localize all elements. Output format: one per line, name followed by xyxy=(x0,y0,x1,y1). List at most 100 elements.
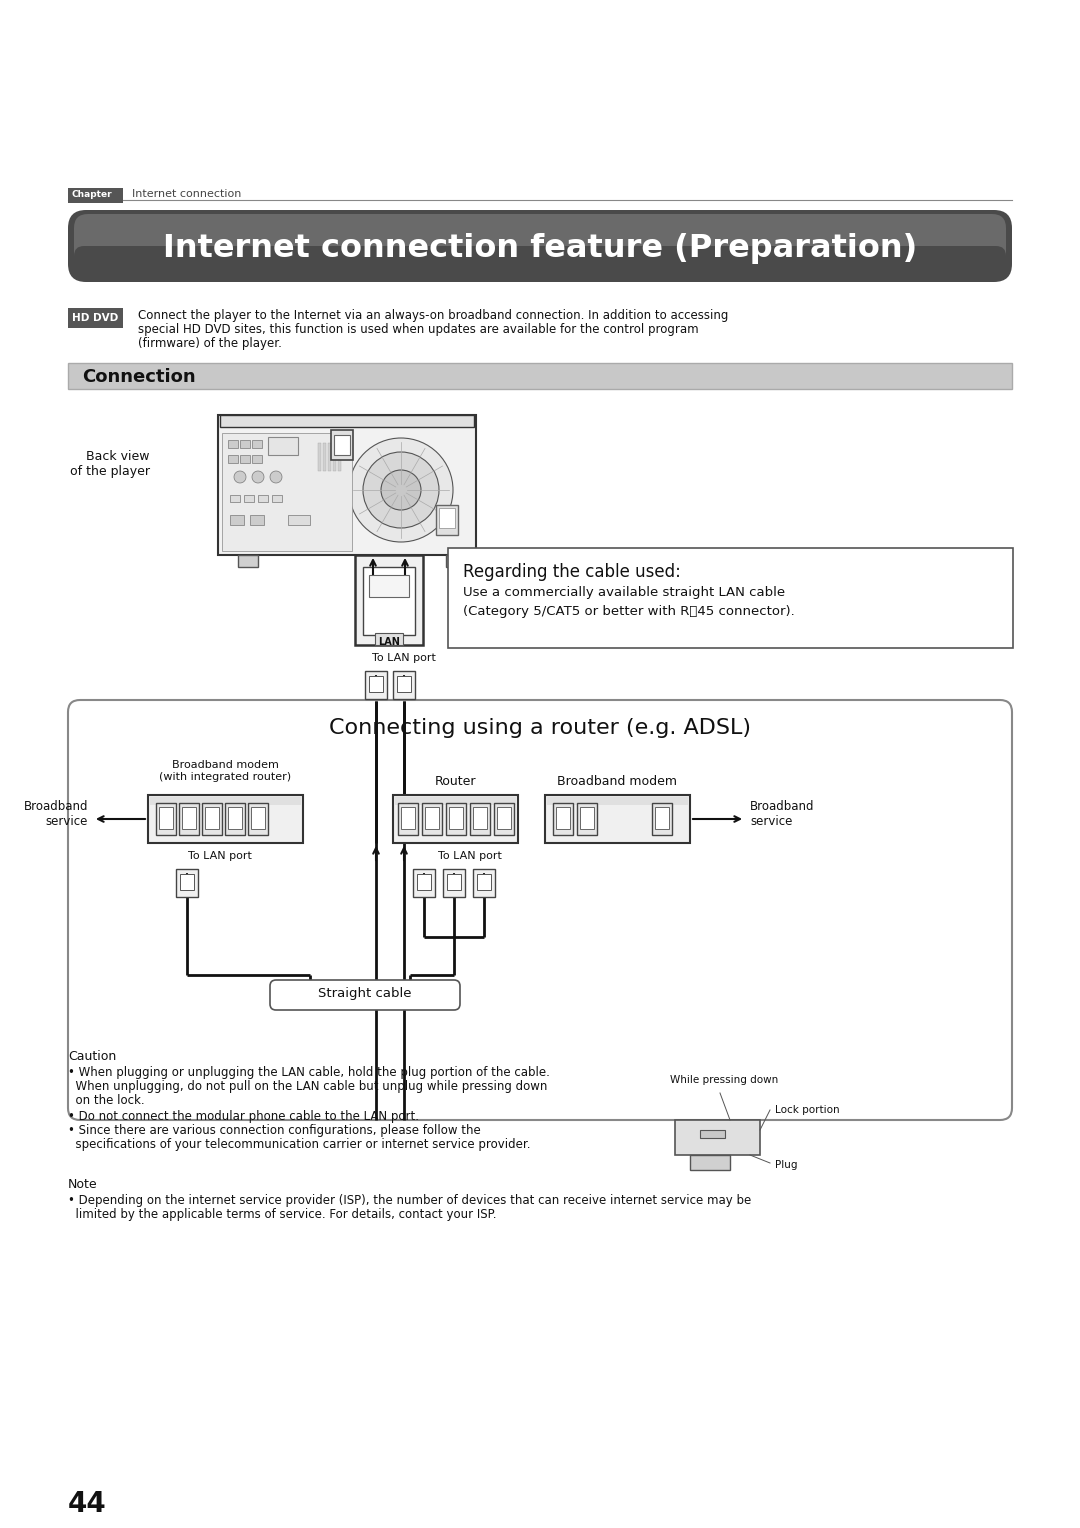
Bar xyxy=(205,807,219,830)
Bar xyxy=(494,804,514,834)
Text: LAN: LAN xyxy=(378,637,400,646)
Text: (firmware) of the player.: (firmware) of the player. xyxy=(138,338,282,350)
Bar xyxy=(228,807,242,830)
Bar xyxy=(328,443,330,471)
Bar xyxy=(470,804,490,834)
Text: Internet connection feature (Preparation): Internet connection feature (Preparation… xyxy=(163,232,917,263)
Bar xyxy=(393,671,415,698)
Bar xyxy=(68,364,1012,390)
Bar xyxy=(355,555,423,645)
FancyBboxPatch shape xyxy=(75,246,1005,278)
Bar xyxy=(179,804,199,834)
Bar xyxy=(156,804,176,834)
Bar xyxy=(546,798,688,805)
Bar xyxy=(365,671,387,698)
Text: When unplugging, do not pull on the LAN cable but unplug while pressing down: When unplugging, do not pull on the LAN … xyxy=(68,1080,548,1093)
Bar xyxy=(556,807,570,830)
Bar xyxy=(228,455,238,463)
Bar xyxy=(230,495,240,503)
Bar xyxy=(252,455,262,463)
Text: To LAN port: To LAN port xyxy=(373,652,436,663)
Bar xyxy=(180,874,194,889)
Bar xyxy=(334,435,350,455)
Text: • When plugging or unplugging the LAN cable, hold the plug portion of the cable.: • When plugging or unplugging the LAN ca… xyxy=(68,1067,550,1079)
Bar xyxy=(240,455,249,463)
Bar xyxy=(401,807,415,830)
Bar xyxy=(449,807,463,830)
FancyBboxPatch shape xyxy=(68,209,1012,283)
Bar xyxy=(438,507,455,529)
Bar xyxy=(654,807,669,830)
Bar xyxy=(413,869,435,897)
Text: Connecting using a router (e.g. ADSL): Connecting using a router (e.g. ADSL) xyxy=(329,718,751,738)
Bar xyxy=(288,515,310,526)
Bar xyxy=(375,633,403,645)
Bar xyxy=(545,795,690,843)
Bar xyxy=(333,443,336,471)
Bar xyxy=(447,874,461,889)
Circle shape xyxy=(349,439,453,542)
Text: Straight cable: Straight cable xyxy=(319,987,411,1001)
Bar xyxy=(222,432,352,552)
Bar xyxy=(220,416,474,426)
Bar xyxy=(338,443,341,471)
Bar xyxy=(150,798,301,805)
Bar xyxy=(249,515,264,526)
Bar xyxy=(473,807,487,830)
Bar xyxy=(251,807,265,830)
Text: To LAN port: To LAN port xyxy=(188,851,252,860)
Bar xyxy=(148,795,303,843)
Text: • Since there are various connection conﬁgurations, please follow the: • Since there are various connection con… xyxy=(68,1125,481,1137)
Polygon shape xyxy=(675,1120,760,1155)
Bar xyxy=(477,874,491,889)
Bar xyxy=(330,429,353,460)
Bar xyxy=(473,869,495,897)
Bar xyxy=(448,549,1013,648)
Text: Regarding the cable used:: Regarding the cable used: xyxy=(463,562,680,581)
Text: special HD DVD sites, this function is used when updates are available for the c: special HD DVD sites, this function is u… xyxy=(138,322,699,336)
Bar xyxy=(369,675,383,692)
Bar xyxy=(652,804,672,834)
Bar xyxy=(183,807,195,830)
Text: • Depending on the internet service provider (ISP), the number of devices that c: • Depending on the internet service prov… xyxy=(68,1193,752,1207)
Bar xyxy=(577,804,597,834)
Bar xyxy=(68,309,123,329)
Bar xyxy=(443,869,465,897)
Bar xyxy=(580,807,594,830)
Text: HD DVD: HD DVD xyxy=(72,313,118,322)
Text: Internet connection: Internet connection xyxy=(132,189,241,199)
Circle shape xyxy=(381,471,421,510)
Bar xyxy=(323,443,326,471)
Text: Connect the player to the Internet via an always-on broadband connection. In add: Connect the player to the Internet via a… xyxy=(138,309,728,322)
Bar xyxy=(228,440,238,448)
Text: While pressing down: While pressing down xyxy=(670,1076,779,1085)
Bar xyxy=(417,874,431,889)
Bar xyxy=(422,804,442,834)
Circle shape xyxy=(363,452,438,529)
Text: (Category 5/CAT5 or better with R⍅45 connector).: (Category 5/CAT5 or better with R⍅45 con… xyxy=(463,605,795,617)
Bar xyxy=(248,804,268,834)
Bar xyxy=(446,804,465,834)
Bar xyxy=(218,416,476,555)
Text: To LAN port: To LAN port xyxy=(438,851,502,860)
Text: Note: Note xyxy=(68,1178,97,1190)
Bar xyxy=(258,495,268,503)
Bar xyxy=(238,555,258,567)
Bar xyxy=(272,495,282,503)
Bar xyxy=(159,807,173,830)
Text: Broadband modem
(with integrated router): Broadband modem (with integrated router) xyxy=(159,759,292,782)
Bar xyxy=(399,804,418,834)
Bar xyxy=(176,869,198,897)
Text: on the lock.: on the lock. xyxy=(68,1094,145,1106)
Circle shape xyxy=(270,471,282,483)
Text: Broadband
service: Broadband service xyxy=(24,801,87,828)
FancyBboxPatch shape xyxy=(270,979,460,1010)
FancyBboxPatch shape xyxy=(68,700,1012,1120)
Bar xyxy=(230,515,244,526)
Bar xyxy=(446,555,465,567)
Bar xyxy=(395,798,516,805)
Text: Use a commercially available straight LAN cable: Use a commercially available straight LA… xyxy=(463,587,785,599)
Bar xyxy=(244,495,254,503)
Text: Plug: Plug xyxy=(775,1160,797,1170)
Bar xyxy=(553,804,573,834)
